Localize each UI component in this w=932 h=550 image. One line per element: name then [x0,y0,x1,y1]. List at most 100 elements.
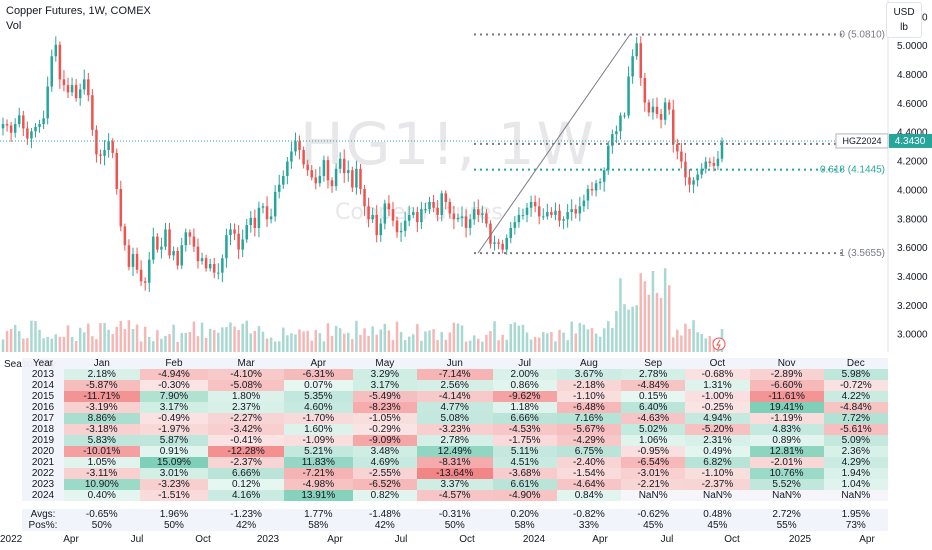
volume-bar [139,341,143,352]
season-month-header: Dec [823,358,888,369]
candle-body [241,239,244,250]
symbol-title[interactable]: Copper Futures, 1W, COMEX [6,5,151,17]
season-cell: -6.54% [621,457,686,468]
season-cell: 6.75% [556,446,622,457]
season-cell: -5.87% [64,380,140,391]
volume-bar [436,339,439,352]
season-year-row: 2020 -10.01% 0.91% -12.28% 5.21% 3.48% 12.49% 5… [22,446,888,457]
season-cell: -11.71% [64,391,140,402]
season-cell: NaN% [621,490,686,501]
volume-bar [119,320,123,352]
volume-bar [351,339,354,352]
season-summary-cell: -0.62% [621,509,686,520]
season-cell: -1.97% [139,424,209,435]
time-tick-label: Jul [394,534,408,545]
season-cell: 6.66% [492,413,557,424]
candle-body [412,212,415,215]
time-tick-label: Apr [859,534,875,545]
season-summary-cell: 50% [416,520,493,531]
season-cell: 2.31% [685,435,750,446]
time-tick-label: Oct [195,534,211,545]
volume-bar [1,339,5,352]
volume-bar [212,330,216,352]
volume-bar [513,322,517,352]
volume-bar [347,332,350,352]
season-cell: 0.15% [621,391,686,402]
season-row-label: 2018 [22,424,64,435]
season-row-label: 2022 [22,468,64,479]
candle-body [667,102,671,110]
volume-bar [245,320,248,352]
season-cell: 5.11% [492,446,557,457]
season-cell: 4.29% [823,457,888,468]
candle-body [302,150,305,165]
volume-bar [684,323,687,352]
volume-bar [659,297,663,352]
season-cell: 6.66% [208,468,284,479]
price-tick-label: 5.0000 [897,41,928,52]
volume-bar [111,334,114,352]
season-cell: -1.10% [556,391,622,402]
volume-bar [82,332,86,352]
unit-label: lb [900,22,908,33]
season-month-header: Nov [749,358,824,369]
volume-indicator-label[interactable]: Vol [6,20,22,32]
season-year-row: 2019 5.83% 5.87% -0.41% -1.09% -9.09% 2.78% -1.… [22,435,888,446]
volume-bar [700,334,703,352]
season-separator [22,501,888,509]
volume-bar [537,337,541,352]
season-cell: -4.63% [621,413,686,424]
season-cell: -7.14% [416,369,493,380]
time-axis[interactable]: 2022 Apr Jul Oct 2023 Apr Jul Oct 2024 Apr Jul Oct 2… [0,530,932,550]
volume-bar [663,268,667,352]
candle-body [663,102,667,120]
season-cell: -4.84% [823,402,888,413]
season-cell: 0.91% [139,446,209,457]
season-summary-cell: -0.82% [556,509,622,520]
candle-body [310,170,313,178]
candle-body [594,183,598,191]
volume-bar [517,325,521,352]
candle-body [338,158,342,169]
volume-bar [696,332,699,352]
volume-bar [598,336,602,352]
season-year-row: 2014 -5.87% -0.30% -5.08% 0.07% 3.17% 2.56% 0.8… [22,380,888,391]
candle-body [225,235,228,259]
volume-bar [131,329,135,352]
candle-body [180,245,183,266]
candle-body [58,44,62,80]
candle-body [387,203,391,210]
price-tick-label: 3.8000 [897,214,928,225]
candle-body [269,216,273,220]
season-month-header: Mar [208,358,284,369]
candle-body [477,209,480,215]
season-cell: -4.29% [556,435,622,446]
season-cell: 0.84% [556,490,622,501]
season-row-label: 2016 [22,402,64,413]
candle-body [5,124,9,126]
season-cell: -3.68% [492,468,557,479]
season-cell: -4.84% [621,380,686,391]
candle-body [147,259,151,283]
season-cell: 19.41% [749,402,824,413]
candle-body [611,134,614,146]
season-cell: 6.61% [492,479,557,490]
season-cell: -11.61% [749,391,824,402]
candle-body [647,102,651,113]
season-year-row: 2017 8.86% -0.49% -2.27% -1.70% -1.05% 5.08% 6.… [22,413,888,424]
candle-body [671,109,675,145]
time-tick-label: 2025 [788,534,812,545]
candle-body [314,177,318,184]
volume-bar [371,326,374,352]
season-month-header: Jul [492,358,557,369]
season-cell: 5.09% [823,435,888,446]
volume-bar [590,328,594,352]
season-summary-cell: -1.48% [352,509,417,520]
currency-unit-button[interactable]: USD lb [886,2,922,38]
candle-body [452,213,456,220]
season-cell: 4.94% [685,413,750,424]
candle-body [282,176,285,185]
volume-bar [570,321,573,352]
